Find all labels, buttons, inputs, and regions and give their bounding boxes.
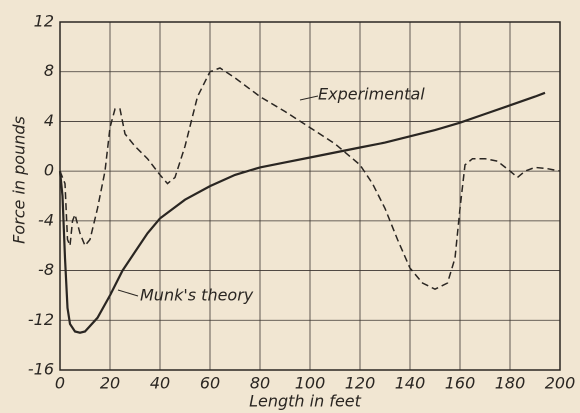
x-tick-label: 160 (445, 374, 476, 393)
x-tick-label: 60 (200, 374, 220, 393)
leader-line (299, 95, 319, 101)
y-tick-label: 0 (44, 161, 54, 180)
x-axis-label: Length in feet (249, 392, 362, 411)
y-tick-label: -12 (28, 310, 54, 329)
series-line (58, 91, 546, 334)
plot-frame (59, 21, 561, 371)
x-tick-label: 80 (250, 374, 270, 393)
x-tick-label: 180 (495, 374, 526, 393)
x-tick-label: 120 (345, 374, 376, 393)
x-tick-label: 40 (150, 374, 170, 393)
leader-line (117, 289, 139, 297)
y-axis-label: Force in pounds (10, 116, 29, 244)
annotation: Experimental (318, 85, 425, 104)
y-tick-label: -16 (28, 360, 54, 379)
x-tick-label: 200 (545, 374, 576, 393)
y-tick-label: 12 (34, 12, 54, 31)
y-tick-label: -4 (38, 210, 54, 229)
y-tick-label: -8 (38, 260, 54, 279)
y-tick-label: 4 (44, 111, 54, 130)
series-line (59, 67, 561, 291)
x-tick-label: 20 (100, 374, 120, 393)
x-tick-label: 140 (395, 374, 426, 393)
annotation: Munk's theory (140, 286, 254, 305)
x-tick-label: 100 (295, 374, 326, 393)
y-tick-label: 8 (44, 61, 54, 80)
x-tick-label: 0 (55, 374, 65, 393)
